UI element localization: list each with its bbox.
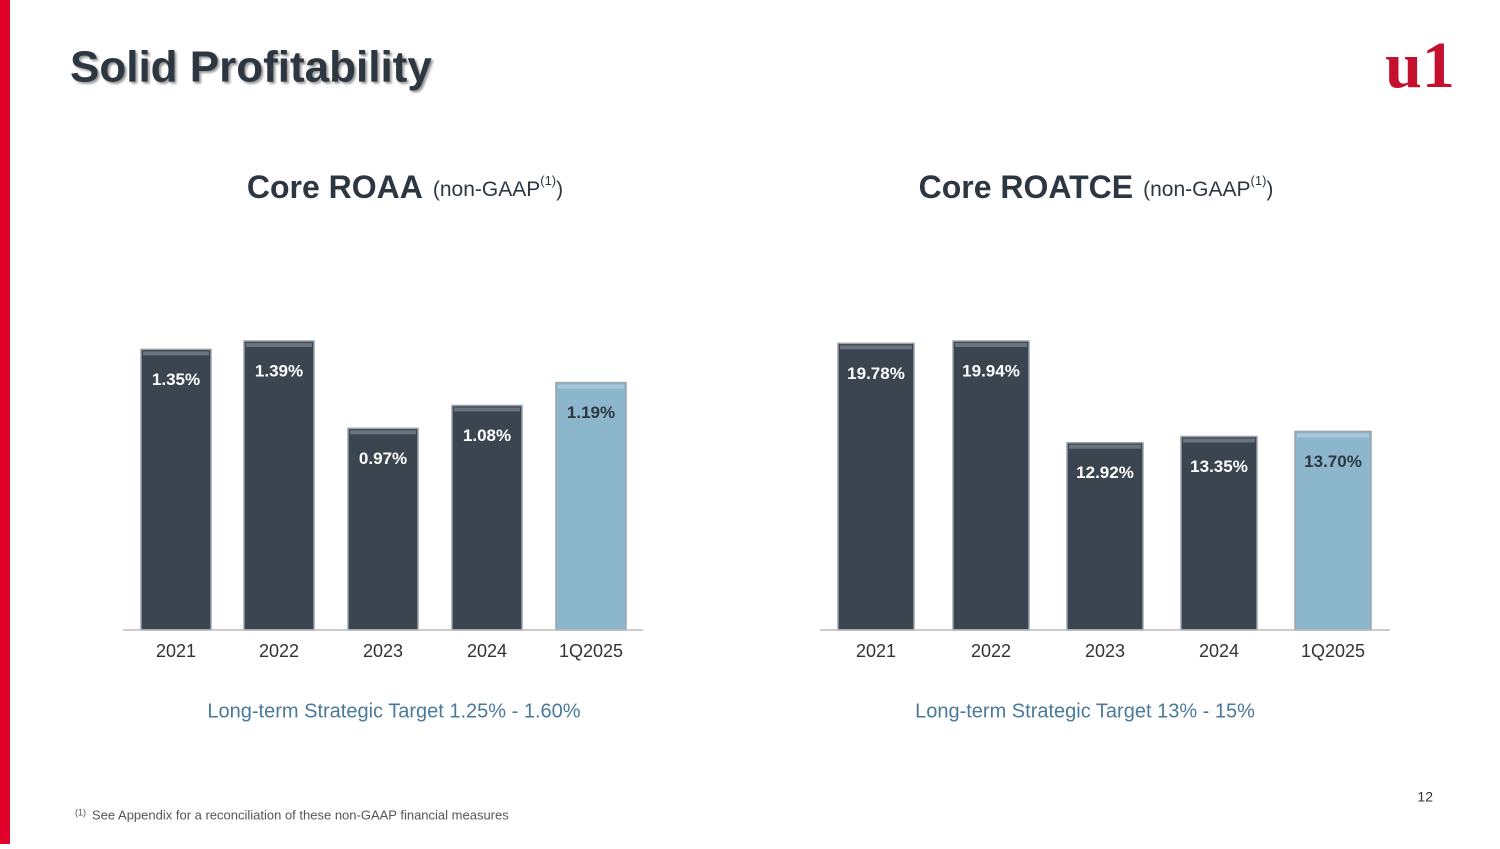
x-tick-label: 2023 bbox=[363, 641, 403, 661]
bar bbox=[837, 342, 915, 631]
bar bbox=[555, 381, 627, 631]
bar-shine bbox=[1297, 433, 1369, 438]
chart-title-main: Core ROAA bbox=[247, 169, 423, 205]
bar-shine bbox=[454, 407, 520, 412]
x-tick-label: 2021 bbox=[156, 641, 196, 661]
value-label: 19.78% bbox=[847, 364, 905, 383]
chart-title-main: Core ROATCE bbox=[919, 169, 1134, 205]
value-label: 1.08% bbox=[463, 426, 511, 445]
bar bbox=[451, 404, 523, 631]
x-tick-label: 2023 bbox=[1085, 641, 1125, 661]
bar bbox=[952, 340, 1030, 631]
accent-strip bbox=[0, 0, 10, 844]
x-tick-label: 2022 bbox=[259, 641, 299, 661]
bar bbox=[1180, 435, 1258, 631]
x-tick-label: 1Q2025 bbox=[1301, 641, 1365, 661]
value-label: 19.94% bbox=[962, 361, 1020, 380]
page-number: 12 bbox=[1417, 789, 1433, 805]
x-tick-label: 1Q2025 bbox=[559, 641, 623, 661]
bar bbox=[140, 348, 212, 631]
bar bbox=[243, 340, 315, 631]
target-note: Long-term Strategic Target 1.25% - 1.60% bbox=[207, 700, 580, 722]
x-tick-label: 2024 bbox=[1199, 641, 1239, 661]
x-tick-label: 2021 bbox=[856, 641, 896, 661]
bar-shine bbox=[143, 351, 209, 356]
value-label: 1.39% bbox=[255, 361, 303, 380]
bar bbox=[347, 427, 419, 631]
x-tick-label: 2022 bbox=[971, 641, 1011, 661]
value-label: 13.70% bbox=[1304, 452, 1362, 471]
footnote: See Appendix for a reconciliation of the… bbox=[92, 807, 509, 822]
bar-shine bbox=[955, 343, 1027, 347]
chart-subtitle: (non-GAAP bbox=[433, 178, 540, 201]
chart-subtitle: ) bbox=[1266, 178, 1273, 201]
chart-subtitle: (1) bbox=[540, 173, 556, 188]
x-tick-label: 2024 bbox=[467, 641, 507, 661]
bar-shine bbox=[246, 343, 312, 347]
bar-shine bbox=[558, 384, 624, 389]
footnote-marker: (1) bbox=[75, 807, 86, 817]
value-label: 1.35% bbox=[152, 370, 200, 389]
logo: u1 bbox=[1385, 29, 1455, 102]
chart-subtitle: (1) bbox=[1251, 173, 1267, 188]
bar-shine bbox=[350, 430, 416, 435]
value-label: 1.19% bbox=[567, 403, 615, 422]
slide-title: Solid Profitability bbox=[70, 43, 432, 92]
value-label: 12.92% bbox=[1076, 463, 1134, 482]
chart-subtitle: ) bbox=[556, 178, 563, 201]
value-label: 0.97% bbox=[359, 449, 407, 468]
chart-subtitle: (non-GAAP bbox=[1143, 178, 1250, 201]
bar bbox=[1066, 441, 1144, 631]
value-label: 13.35% bbox=[1190, 457, 1248, 476]
bar bbox=[1294, 430, 1372, 631]
chart-title: Core ROAA (non-GAAP(1)) bbox=[247, 169, 563, 205]
target-note: Long-term Strategic Target 13% - 15% bbox=[915, 700, 1255, 722]
chart-title: Core ROATCE (non-GAAP(1)) bbox=[919, 169, 1274, 205]
bar-shine bbox=[1183, 438, 1255, 443]
bar-shine bbox=[1069, 444, 1141, 449]
bar-shine bbox=[840, 345, 912, 350]
